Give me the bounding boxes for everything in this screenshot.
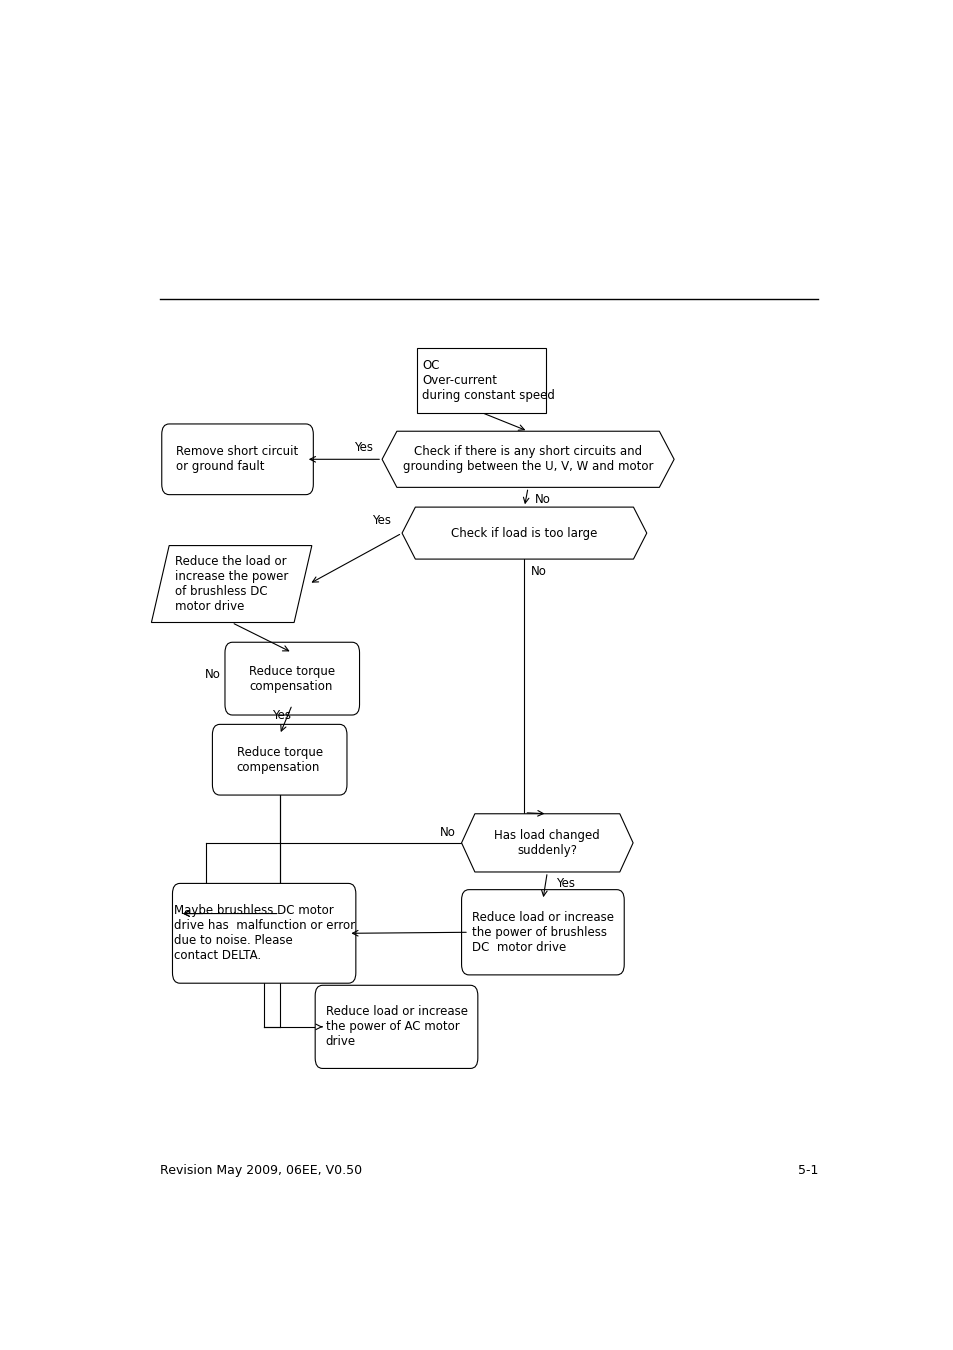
FancyBboxPatch shape bbox=[314, 986, 477, 1068]
FancyBboxPatch shape bbox=[213, 725, 347, 795]
Text: OC
Over-current
during constant speed: OC Over-current during constant speed bbox=[421, 359, 555, 402]
FancyBboxPatch shape bbox=[172, 883, 355, 983]
Polygon shape bbox=[461, 814, 633, 872]
Polygon shape bbox=[382, 431, 674, 487]
Text: Remove short circuit
or ground fault: Remove short circuit or ground fault bbox=[176, 446, 298, 474]
FancyBboxPatch shape bbox=[461, 890, 623, 975]
FancyBboxPatch shape bbox=[162, 424, 313, 494]
Text: Maybe brushless DC motor
drive has  malfunction or error
due to noise. Please
co: Maybe brushless DC motor drive has malfu… bbox=[173, 904, 355, 963]
Text: Yes: Yes bbox=[354, 441, 373, 455]
Text: Check if there is any short circuits and
grounding between the U, V, W and motor: Check if there is any short circuits and… bbox=[402, 446, 653, 474]
Text: Yes: Yes bbox=[272, 709, 291, 721]
FancyBboxPatch shape bbox=[416, 348, 546, 413]
Text: No: No bbox=[531, 566, 547, 578]
Text: No: No bbox=[205, 668, 220, 680]
Text: Reduce load or increase
the power of brushless
DC  motor drive: Reduce load or increase the power of bru… bbox=[472, 911, 613, 953]
Polygon shape bbox=[152, 545, 312, 622]
Text: Reduce load or increase
the power of AC motor
drive: Reduce load or increase the power of AC … bbox=[325, 1006, 467, 1049]
Text: Check if load is too large: Check if load is too large bbox=[451, 526, 597, 540]
Text: No: No bbox=[440, 826, 456, 838]
Text: Reduce torque
compensation: Reduce torque compensation bbox=[249, 664, 335, 693]
Text: 5-1: 5-1 bbox=[797, 1164, 817, 1177]
Text: Yes: Yes bbox=[555, 878, 574, 890]
Text: Reduce the load or
increase the power
of brushless DC
motor drive: Reduce the load or increase the power of… bbox=[174, 555, 288, 613]
Text: Revision May 2009, 06EE, V0.50: Revision May 2009, 06EE, V0.50 bbox=[160, 1164, 361, 1177]
Text: No: No bbox=[535, 493, 550, 506]
Text: Has load changed
suddenly?: Has load changed suddenly? bbox=[494, 829, 599, 857]
FancyBboxPatch shape bbox=[225, 643, 359, 716]
Text: Reduce torque
compensation: Reduce torque compensation bbox=[236, 745, 322, 774]
Polygon shape bbox=[401, 508, 646, 559]
Text: Yes: Yes bbox=[372, 514, 391, 526]
